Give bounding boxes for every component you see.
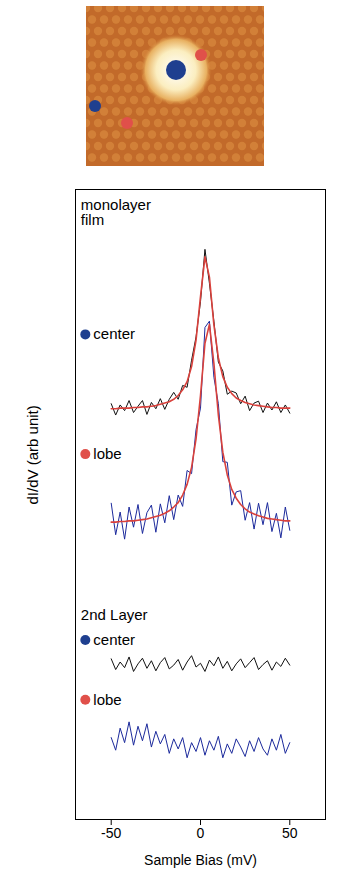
svg-text:lobe: lobe bbox=[93, 445, 121, 462]
svg-text:-50: -50 bbox=[101, 825, 121, 841]
svg-text:monolayerfilm: monolayerfilm bbox=[81, 196, 151, 228]
svg-text:Sample Bias (mV): Sample Bias (mV) bbox=[144, 852, 257, 868]
svg-text:dI/dV (arb unit): dI/dV (arb unit) bbox=[24, 405, 41, 504]
svg-text:center: center bbox=[93, 631, 135, 648]
svg-text:lobe: lobe bbox=[93, 691, 121, 708]
svg-text:50: 50 bbox=[282, 825, 298, 841]
svg-text:0: 0 bbox=[197, 825, 205, 841]
svg-text:2nd Layer: 2nd Layer bbox=[81, 606, 148, 623]
svg-text:center: center bbox=[93, 325, 135, 342]
